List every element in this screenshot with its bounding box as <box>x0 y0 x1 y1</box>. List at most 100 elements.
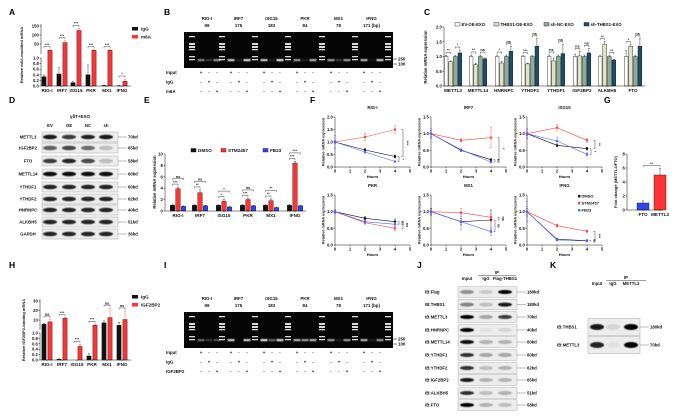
y-tick-label: 100 <box>32 33 40 38</box>
protein-band <box>479 378 493 382</box>
row-label: IB:THBS1 <box>557 325 577 330</box>
legend-swatch-sh-nc-exo <box>543 22 550 27</box>
lane-label: OE <box>66 123 72 128</box>
legend-swatch-thbs1-oe-exo <box>493 22 500 27</box>
lane-sign: + <box>271 80 274 85</box>
marker-label: 250 <box>398 57 406 62</box>
point-dmso <box>585 147 589 150</box>
chart-title: PKR <box>368 183 378 188</box>
lane-sign: + <box>246 89 249 94</box>
y-axis-label: Relative mRNA expression <box>418 195 422 244</box>
lane-sign: - <box>304 89 306 94</box>
significance-bracket <box>589 148 592 155</box>
lane-sign: - <box>379 80 381 85</box>
pcr-band <box>205 59 213 62</box>
bar-sh-thbs1-exo <box>508 50 513 87</box>
pcr-band <box>309 339 317 342</box>
lane-label: Input <box>592 281 603 286</box>
bar-sh-thbs1-exo <box>586 52 591 87</box>
x-tick-label: 4 <box>490 247 493 252</box>
significance-label: ** <box>610 49 613 53</box>
significance-bracket <box>242 189 254 192</box>
significance-bracket <box>532 35 538 38</box>
ladder-band <box>252 336 258 338</box>
significance-bracket <box>401 221 404 229</box>
pcr-band <box>227 339 235 342</box>
y-axis-label: Relative mRNA expression <box>423 30 428 84</box>
x-tick-label: 3 <box>379 169 382 174</box>
lane-sign: - <box>312 350 314 355</box>
bar-sh-nc-exo <box>478 56 483 87</box>
significance-bracket <box>58 314 66 317</box>
significance-label: * <box>223 187 225 191</box>
molecular-weight-label: 60kd <box>128 185 138 190</box>
row-label: HNRNPC <box>19 208 37 213</box>
bar-sh-thbs1-exo <box>637 45 642 87</box>
amplicon-size-label: 175 <box>235 303 243 308</box>
x-axis-label: Hours <box>463 252 475 257</box>
y-tick-label: 0 <box>160 209 163 214</box>
lane-sign: - <box>296 89 298 94</box>
legend-marker-dmso <box>578 195 581 198</box>
significance-bracket <box>584 45 590 48</box>
pcr-band <box>243 339 251 342</box>
point-stm2457 <box>555 224 559 227</box>
bar-fb23 <box>181 206 186 212</box>
lane-sign: - <box>296 80 298 85</box>
category-label: IRF7 <box>57 362 67 367</box>
legend-label: IgG <box>141 27 149 32</box>
y-tick-label: 10 <box>33 318 38 323</box>
lane-sign: - <box>379 360 381 365</box>
molecular-weight-label: 51kd <box>128 220 138 225</box>
significance-bracket <box>103 304 111 307</box>
y-tick-label: 2.0 <box>436 25 442 30</box>
significance-label: ns <box>105 301 109 305</box>
y-axis-label: Fold change (METTL3/FTO) <box>613 155 618 208</box>
pcr-band <box>368 59 376 62</box>
ladder-band <box>189 43 195 45</box>
ladder-band <box>252 323 258 325</box>
y-tick-label: 0.8 <box>32 336 38 341</box>
protein-band <box>460 391 474 395</box>
significance-label: *** <box>74 22 79 26</box>
bar-ratio <box>653 174 667 211</box>
category-label: YTHDF2 <box>521 88 539 93</box>
significance-bracket <box>593 231 596 241</box>
point-stm2457 <box>555 126 559 129</box>
ladder-band <box>352 329 358 331</box>
y-tick-label: 0.5 <box>327 226 333 231</box>
lane-sign: + <box>296 70 299 75</box>
ladder-band <box>219 43 225 45</box>
lane-sign: - <box>363 369 365 374</box>
ladder-band <box>219 336 225 338</box>
significance-label: ns <box>549 48 553 52</box>
ladder-band <box>219 56 225 58</box>
bar-stm2457 <box>268 200 274 212</box>
x-tick-label: 2 <box>364 247 367 252</box>
pcr-band <box>260 59 268 62</box>
molecular-weight-label: 180kd <box>527 302 540 307</box>
y-tick-label: 1.5 <box>327 127 333 132</box>
bar-m6a <box>76 30 82 87</box>
protein-band <box>43 184 57 190</box>
ladder-band <box>385 49 391 51</box>
significance-bracket <box>635 35 641 38</box>
x-tick-label: 4 <box>586 247 589 252</box>
molecular-weight-label: 58kd <box>128 159 138 164</box>
bar-thbs1-oe-exo <box>577 55 582 87</box>
protein-band <box>460 328 474 332</box>
category-label: IRF7 <box>57 88 67 93</box>
lane-sign: + <box>312 369 315 374</box>
lane-sign: + <box>200 350 203 355</box>
bar-igf2bp2 <box>47 321 53 361</box>
significance-label: ns <box>532 32 536 36</box>
significance-label: ** <box>447 49 450 53</box>
significance-bracket <box>194 186 201 189</box>
significance-bracket <box>497 217 500 221</box>
bar-dmso <box>263 205 268 212</box>
ladder-band <box>219 49 225 51</box>
protein-band <box>62 171 76 177</box>
bar-sh-thbs1-exo <box>560 53 565 87</box>
y-axis-label: Relative mRNA expression <box>322 195 326 244</box>
ladder-band <box>352 46 358 48</box>
